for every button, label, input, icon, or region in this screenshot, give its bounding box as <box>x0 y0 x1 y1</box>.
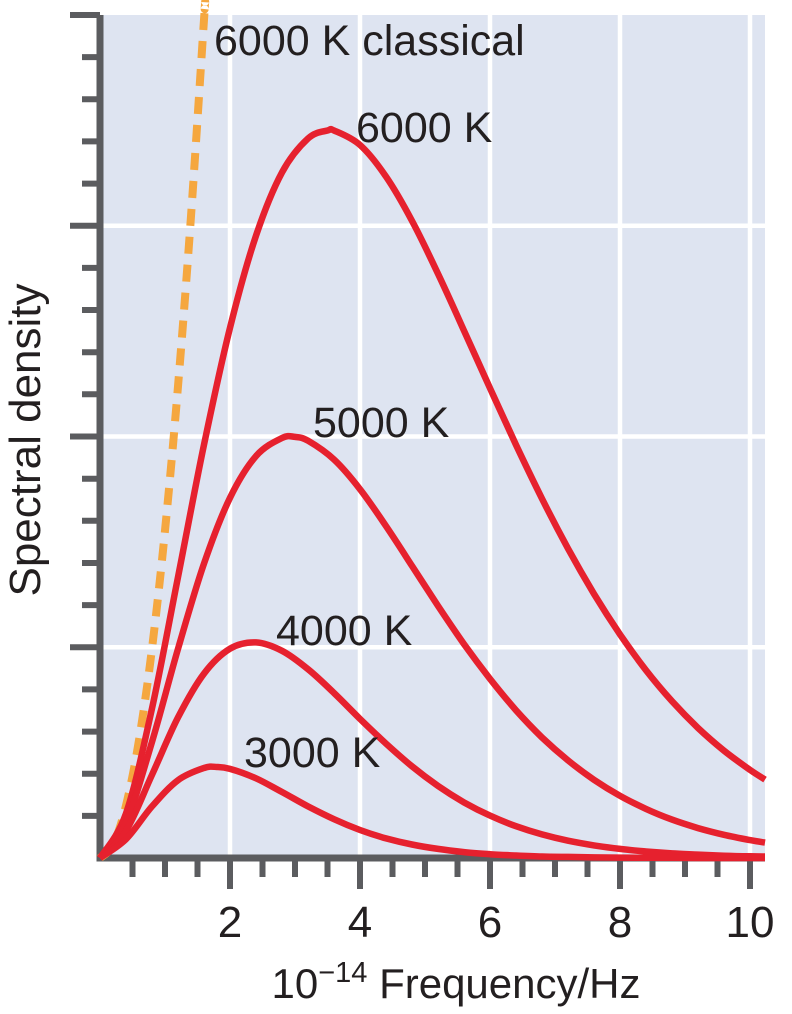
curve-label-3000k: 3000 K <box>244 729 381 777</box>
gridlines <box>100 15 765 858</box>
x-tick-labels: 2 4 6 8 10 <box>218 898 775 947</box>
x-axis-title-exponent: −14 <box>318 957 367 989</box>
x-tick-label-6: 6 <box>478 898 502 947</box>
curves <box>97 0 767 862</box>
x-tick-label-2: 2 <box>218 898 242 947</box>
x-axis-title-base: 10 <box>271 960 318 1007</box>
curve-label-4000k: 4000 K <box>276 607 413 655</box>
x-axis-title: 10−14 Frequency/Hz <box>271 957 640 1007</box>
x-tick-label-8: 8 <box>608 898 632 947</box>
curve-5000-k <box>97 432 766 861</box>
curve-3000-k <box>98 763 765 862</box>
x-tick-label-4: 4 <box>348 898 372 947</box>
curve-label-6000k-classical: 6000 K classical <box>214 17 525 65</box>
x-axis-title-unit: Frequency/Hz <box>367 960 640 1007</box>
curve-4000-k <box>97 639 766 861</box>
curve-6000-k <box>97 125 767 860</box>
x-tick-label-10: 10 <box>726 898 775 947</box>
curve-label-6000k: 6000 K <box>356 104 493 152</box>
y-axis-title: Spectral density <box>1 283 50 596</box>
curve-label-5000k: 5000 K <box>313 399 450 447</box>
